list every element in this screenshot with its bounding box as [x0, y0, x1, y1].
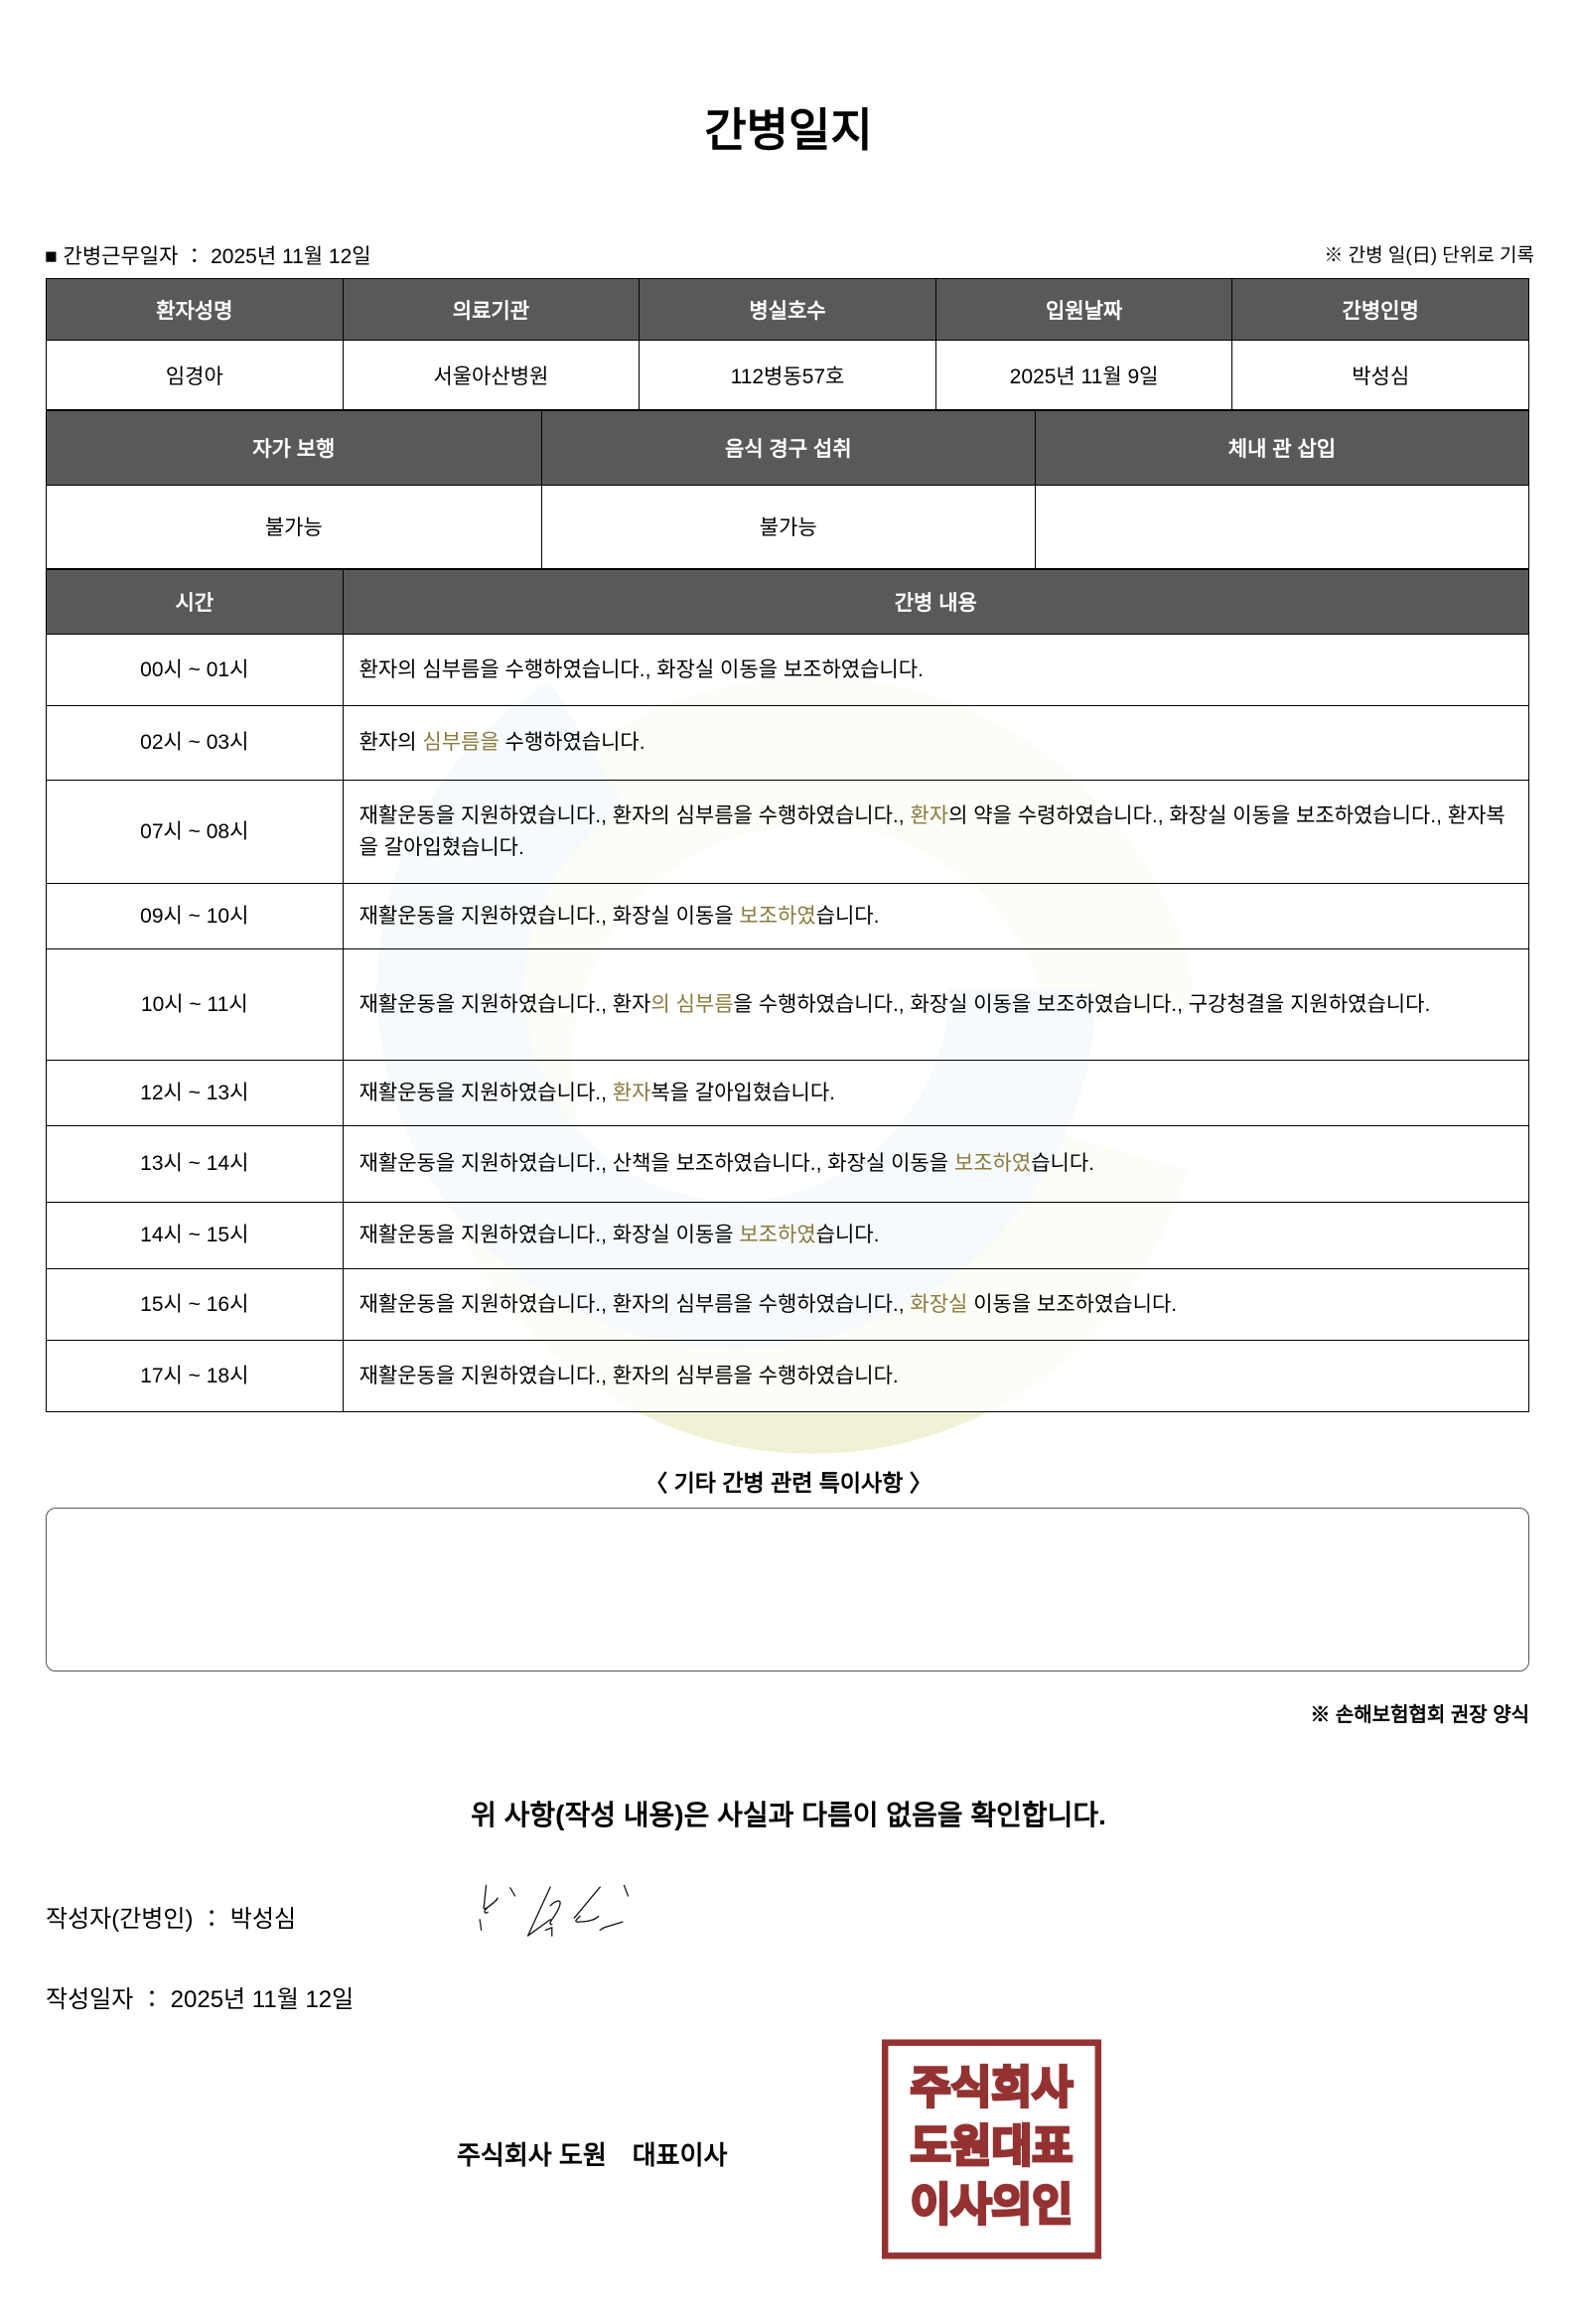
svg-text:주식회사: 주식회사: [911, 2064, 1074, 2112]
svg-text:도원대표: 도원대표: [911, 2122, 1073, 2171]
svg-text:이사의인: 이사의인: [911, 2181, 1073, 2230]
